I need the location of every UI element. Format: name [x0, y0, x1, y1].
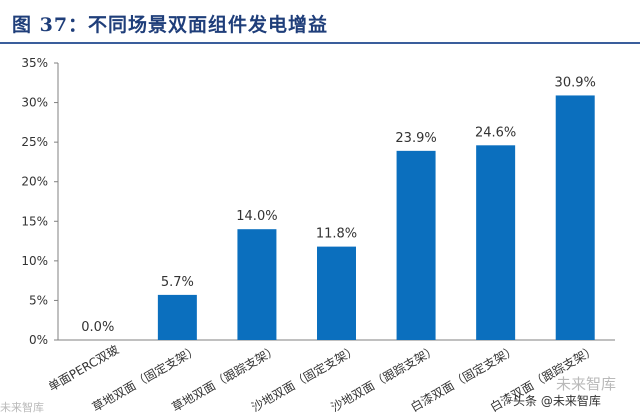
footer-credit: 头条 @未来智库	[513, 394, 601, 408]
watermark-bottom-right: 未来智库	[556, 375, 617, 393]
bar	[476, 145, 516, 340]
data-label: 23.9%	[395, 131, 436, 146]
data-label: 11.8%	[316, 227, 357, 242]
data-label: 24.6%	[475, 125, 516, 140]
x-category-label: 单面PERC双玻	[46, 342, 121, 394]
bar	[396, 150, 436, 340]
bar-chart: 0%5%10%15%20%25%30%35%0.0%单面PERC双玻5.7%草地…	[21, 56, 615, 415]
bar	[237, 229, 277, 340]
data-label: 14.0%	[236, 209, 277, 224]
y-tick-label: 10%	[21, 254, 48, 268]
y-tick-label: 5%	[29, 293, 48, 307]
title-bar: 图 37：不同场景双面组件发电增益	[0, 0, 640, 44]
y-tick-label: 35%	[21, 56, 48, 70]
data-label: 0.0%	[81, 320, 114, 335]
y-tick-label: 0%	[29, 333, 48, 347]
y-tick-label: 20%	[21, 175, 48, 189]
y-tick-label: 15%	[21, 214, 48, 228]
data-label: 30.9%	[555, 75, 596, 90]
y-tick-label: 30%	[21, 96, 48, 110]
watermark-bottom-left: 未来智库	[0, 401, 44, 414]
bar	[157, 294, 197, 340]
bar	[317, 246, 356, 340]
bar	[555, 95, 595, 340]
data-label: 5.7%	[161, 275, 194, 290]
chart-title: 图 37：不同场景双面组件发电增益	[12, 14, 329, 36]
y-tick-label: 25%	[21, 135, 48, 149]
